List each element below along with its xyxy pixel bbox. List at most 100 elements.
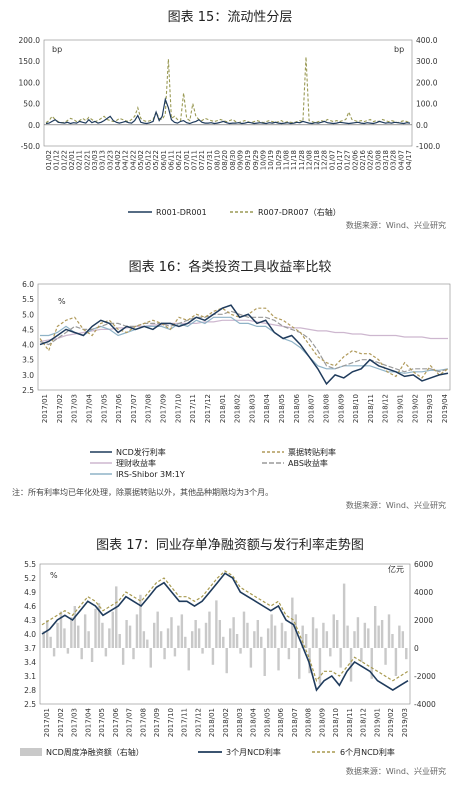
chart17-bar <box>59 611 63 648</box>
chart16-x-tick: 2019/03 <box>426 394 434 423</box>
chart15-x-tick: 03/13 <box>99 150 107 170</box>
chart17-bar <box>239 648 242 654</box>
chart16-x-tick: 2017/06 <box>115 393 123 423</box>
chart15-x-tick: 06/21 <box>175 150 183 170</box>
chart15-x-tick: 12/18 <box>313 150 321 170</box>
chart17-y-tick: 4.3 <box>24 616 36 625</box>
chart17-bar <box>391 634 394 648</box>
chart17-y-tick: 4.0 <box>24 630 36 639</box>
chart15-x-tick: 07/31 <box>206 150 214 170</box>
chart17-legend-label: 3个月NCD利率 <box>226 747 281 757</box>
chart17-bar <box>284 631 287 648</box>
chart15-x-tick: 02/21 <box>83 150 91 170</box>
chart17-x-tick: 2018/10 <box>332 708 340 737</box>
chart15-x-tick: 09/09 <box>236 150 244 170</box>
chart17-bar <box>42 631 45 648</box>
chart16-y-tick: 5.0 <box>22 310 34 319</box>
chart15-x-tick: 07/11 <box>191 150 199 170</box>
chart17-x-tick: 2018/04 <box>250 707 258 737</box>
chart17-bar <box>356 617 360 648</box>
chart16-legend-label: IRS-Shibor 3M:1Y <box>116 470 185 479</box>
chart15-x-tick: 05/12 <box>145 150 153 170</box>
chart17-bar <box>401 631 405 648</box>
chart16-legend-label: ABS收益率 <box>288 458 328 468</box>
chart16-x-tick: 2018/12 <box>382 394 390 423</box>
chart15-x-tick: 01/27 <box>344 150 352 170</box>
chart15-y2label: bp <box>394 45 404 54</box>
chart17-bar <box>246 622 249 648</box>
chart17-y2-tick: 0 <box>414 644 419 653</box>
chart15-x-tick: 04/07 <box>397 150 405 170</box>
chart17-bar <box>125 620 128 648</box>
chart17-x-tick: 2018/08 <box>305 708 313 737</box>
chart15-x-tick: 02/26 <box>367 149 375 170</box>
chart17-bar <box>311 617 315 648</box>
chart15-x-tick: 04/12 <box>122 150 130 170</box>
chart17-x-tick: 2017/06 <box>112 707 120 737</box>
chart15-series-r007 <box>45 56 411 124</box>
chart16-legend-label: 票据转贴利率 <box>288 447 336 457</box>
chart15-y-tick: 50.0 <box>23 100 40 109</box>
chart17-bar <box>190 631 194 648</box>
chart17-bar <box>135 614 139 648</box>
chart17-bar <box>363 622 367 648</box>
chart15-x-tick: 07/01 <box>183 150 191 170</box>
chart15-x-tick: 11/08 <box>282 150 290 170</box>
chart16-x-tick: 2017/07 <box>130 394 138 423</box>
chart17-bar <box>194 620 197 648</box>
chart17-bar <box>298 648 301 679</box>
chart15-x-tick: 10/09 <box>259 150 267 170</box>
chart17-x-tick: 2018/03 <box>236 708 244 737</box>
chart16-legend-label: NCD发行利率 <box>116 447 166 457</box>
chart17-bar <box>301 625 304 648</box>
chart16-legend-label: 理财收益率 <box>116 458 156 468</box>
chart17-bar <box>52 648 56 657</box>
chart17-bar <box>232 617 235 648</box>
chart15-y2-tick: 300.0 <box>416 57 438 66</box>
chart17-bar <box>325 631 329 648</box>
chart17-x-tick: 2018/02 <box>222 708 230 737</box>
chart16-x-tick: 2017/04 <box>85 393 93 423</box>
chart17-y-tick: 5.5 <box>24 560 36 569</box>
chart17-x-tick: 2019/01 <box>373 708 381 737</box>
chart15-x-tick: 10/29 <box>275 150 283 170</box>
chart17-y2label: 亿元 <box>388 564 404 574</box>
chart15-x-tick: 08/10 <box>214 150 222 170</box>
chart16-x-tick: 2018/04 <box>263 393 271 423</box>
chart17-legend-swatch <box>20 748 42 756</box>
chart17-bar <box>170 617 173 648</box>
chart17-bar <box>263 648 266 676</box>
chart16-series-line <box>39 304 449 386</box>
chart17-bar <box>367 628 370 648</box>
chart17-bar <box>398 625 401 648</box>
chart16-x-tick: 2018/06 <box>293 393 301 423</box>
chart17-x-tick: 2017/08 <box>139 708 147 737</box>
chart17-legend-label: NCD周度净融资额（右轴） <box>46 747 144 757</box>
chart15-x-tick: 03/08 <box>374 150 382 170</box>
chart15-x-tick: 04/22 <box>129 150 137 170</box>
chart17-x-tick: 2017/09 <box>153 708 161 737</box>
chart17-bar <box>204 622 208 648</box>
chart17-bar <box>360 648 363 662</box>
chart16-y-tick: 5.5 <box>22 295 34 304</box>
chart15-y-tick: 150.0 <box>19 57 41 66</box>
chart16-title: 图表 16：各类投资工具收益率比较 <box>128 260 332 275</box>
chart16-x-tick: 2018/05 <box>278 394 286 423</box>
chart15-y2-tick: -100.0 <box>416 142 440 151</box>
chart15-x-tick: 01/22 <box>60 150 68 170</box>
chart17-bar <box>270 614 273 648</box>
chart17-bar <box>304 634 308 648</box>
chart17-bar <box>208 611 211 648</box>
chart17-y-tick: 2.5 <box>24 700 36 709</box>
chart17-x-tick: 2018/05 <box>263 708 271 737</box>
chart16-x-tick: 2017/10 <box>174 394 182 423</box>
chart15-x-tick: 12/28 <box>321 150 329 170</box>
chart16-y-tick: 4.5 <box>22 325 34 334</box>
chart17-bar <box>111 611 114 648</box>
chart17-bar <box>242 611 246 648</box>
chart16: 6.0 5.5 5.0 4.5 4.0 3.5 3.0 2.5% 2017/01 2017/02 2… <box>22 280 451 479</box>
chart17-bar <box>173 648 177 657</box>
chart15-x-tick: 07/21 <box>198 150 206 170</box>
chart17-x-tick: 2017/02 <box>57 708 65 737</box>
chart15-x-tick: 02/11 <box>76 150 84 170</box>
